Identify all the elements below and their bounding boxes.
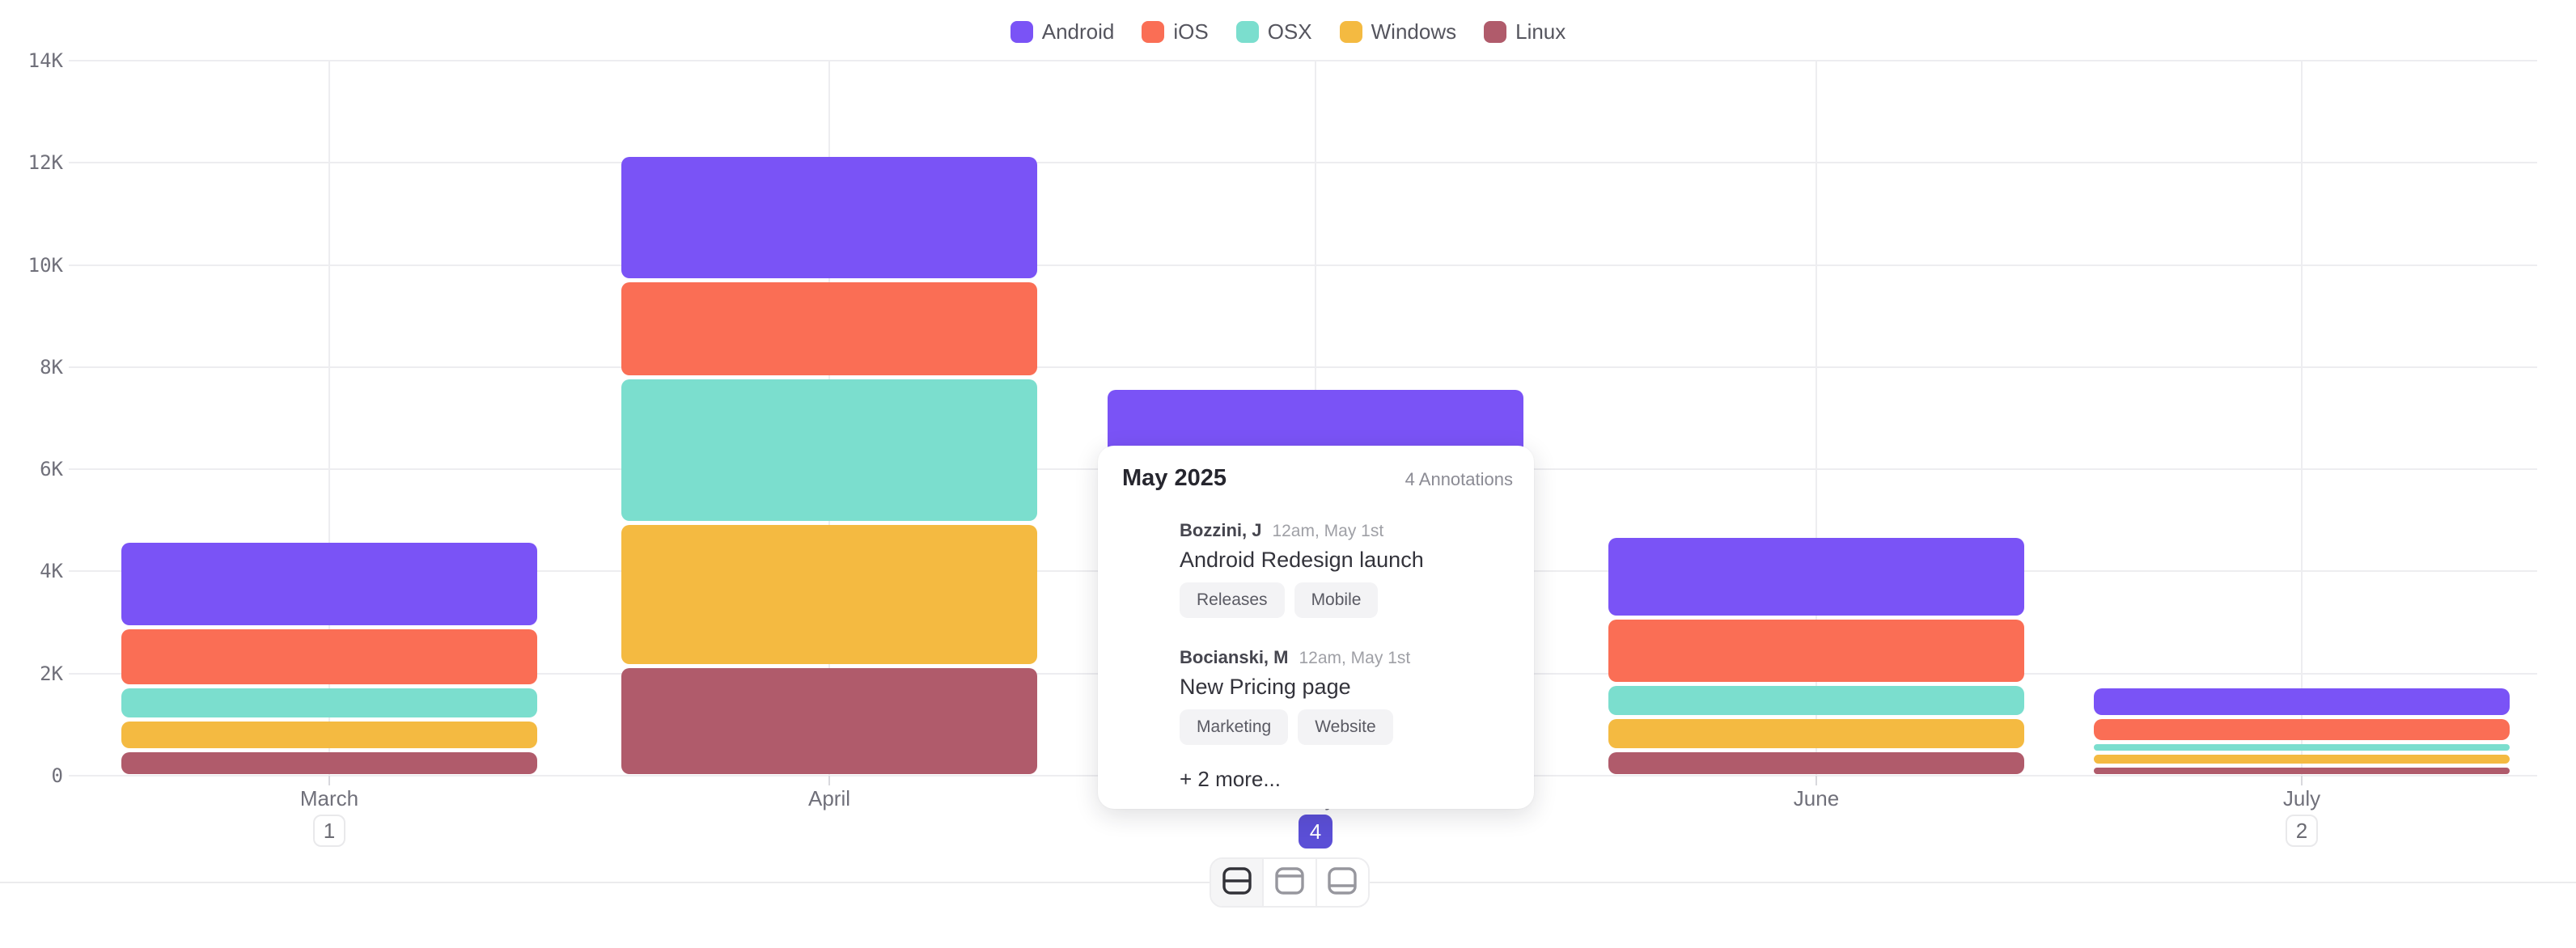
- y-axis-label-12K: 12K: [28, 151, 63, 175]
- show-more-annotations-link[interactable]: + 2 more...: [1180, 767, 1281, 791]
- bar-june-windows[interactable]: [1608, 718, 2024, 748]
- annotation-badge-may[interactable]: 4: [1299, 815, 1332, 849]
- bar-march-windows[interactable]: [121, 722, 537, 748]
- x-axis-label-june: June: [1793, 786, 1840, 810]
- legend-label: Android: [1041, 19, 1115, 44]
- annotation-tags: Releases Mobile: [1180, 582, 1515, 618]
- popup-title: May 2025: [1122, 465, 1227, 491]
- bar-july-osx[interactable]: [2094, 744, 2510, 751]
- legend-swatch-icon: [1339, 20, 1362, 43]
- x-axis-tick-march: [328, 776, 330, 785]
- legend-item-ios[interactable]: iOS: [1142, 19, 1209, 44]
- tag-pill: Marketing: [1180, 709, 1289, 745]
- annotation-timestamp: 12am, May 1st: [1272, 522, 1384, 540]
- tag-pill: Releases: [1180, 582, 1285, 618]
- x-axis-label-july: July: [2282, 786, 2321, 810]
- legend-swatch-icon: [1235, 20, 1259, 43]
- gridline-y-10K: [69, 264, 2537, 266]
- y-axis-label-4K: 4K: [40, 560, 63, 583]
- bar-july-windows[interactable]: [2094, 755, 2510, 764]
- bar-april-android[interactable]: [621, 157, 1037, 278]
- bar-march-android[interactable]: [121, 543, 537, 626]
- layout-switcher: [1210, 857, 1370, 908]
- gridline-x-june: [1815, 61, 1817, 776]
- bar-june-linux[interactable]: [1608, 751, 2024, 774]
- layout-split-middle-button[interactable]: [1211, 859, 1265, 906]
- layout-rows-icon: [1222, 866, 1252, 899]
- layout-panel-bottom-button[interactable]: [1316, 859, 1368, 906]
- x-axis-tick-april: [828, 776, 830, 785]
- bar-july-linux[interactable]: [2094, 767, 2510, 774]
- popup-header: May 2025 4 Annotations: [1122, 465, 1513, 492]
- bar-april-osx[interactable]: [621, 379, 1037, 521]
- annotation-author: Bocianski, M: [1180, 647, 1289, 667]
- x-axis-tick-june: [1815, 776, 1817, 785]
- annotation-message: New Pricing page: [1180, 675, 1351, 699]
- bar-july-android[interactable]: [2094, 688, 2510, 715]
- annotation-entry[interactable]: BJ Bozzini, J 12am, May 1st Android Rede…: [1116, 518, 1515, 618]
- annotation-author: Bozzini, J: [1180, 520, 1262, 540]
- annotation-tags: Marketing Website: [1180, 709, 1515, 745]
- chart-legend: Android iOS OSX Windows Linux: [0, 18, 2576, 45]
- bar-march-ios[interactable]: [121, 629, 537, 684]
- avatar: BJ: [1129, 531, 1154, 553]
- x-axis-label-march: March: [299, 786, 359, 810]
- gridline-y-8K: [69, 366, 2537, 368]
- x-axis-label-april: April: [807, 786, 850, 810]
- bar-june-osx[interactable]: [1608, 685, 2024, 715]
- bar-june-android[interactable]: [1608, 537, 2024, 616]
- gridline-y-14K: [69, 60, 2537, 61]
- y-axis-label-6K: 6K: [40, 458, 63, 481]
- legend-item-android[interactable]: Android: [1010, 19, 1115, 44]
- tag-pill: Mobile: [1294, 582, 1379, 618]
- bar-july-ios[interactable]: [2094, 718, 2510, 741]
- bar-april-ios[interactable]: [621, 282, 1037, 375]
- annotation-badge-july[interactable]: 2: [2286, 815, 2318, 847]
- annotation-message: Android Redesign launch: [1180, 548, 1424, 572]
- annotation-entry[interactable]: BM Bocianski, M 12am, May 1st New Pricin…: [1116, 645, 1515, 745]
- bar-march-linux[interactable]: [121, 751, 537, 774]
- y-axis-label-2K: 2K: [40, 662, 63, 685]
- layout-bottom-panel-icon: [1327, 866, 1358, 899]
- bar-march-osx[interactable]: [121, 688, 537, 718]
- layout-panel-top-button[interactable]: [1264, 859, 1317, 906]
- legend-label: OSX: [1267, 19, 1312, 44]
- legend-swatch-icon: [1010, 20, 1033, 43]
- legend-item-linux[interactable]: Linux: [1484, 19, 1566, 44]
- legend-label: Windows: [1371, 19, 1457, 44]
- legend-item-windows[interactable]: Windows: [1339, 19, 1457, 44]
- bar-june-ios[interactable]: [1608, 619, 2024, 682]
- avatar: BM: [1127, 658, 1156, 680]
- tag-pill: Website: [1298, 709, 1393, 745]
- bar-april-linux[interactable]: [621, 667, 1037, 774]
- y-axis-label-0: 0: [51, 764, 63, 787]
- bar-april-windows[interactable]: [621, 524, 1037, 664]
- layout-top-panel-icon: [1274, 866, 1305, 899]
- legend-swatch-icon: [1142, 20, 1165, 43]
- y-axis-label-10K: 10K: [28, 253, 63, 277]
- legend-swatch-icon: [1484, 20, 1507, 43]
- y-axis-label-8K: 8K: [40, 355, 63, 379]
- annotation-badge-march[interactable]: 1: [313, 815, 345, 847]
- y-axis-label-14K: 14K: [28, 49, 63, 72]
- gridline-x-march: [328, 61, 330, 776]
- gridline-x-july: [2301, 61, 2303, 776]
- legend-item-osx[interactable]: OSX: [1235, 19, 1312, 44]
- legend-label: iOS: [1173, 19, 1209, 44]
- annotation-timestamp: 12am, May 1st: [1299, 649, 1411, 667]
- x-axis-tick-july: [2301, 776, 2303, 785]
- legend-label: Linux: [1515, 19, 1566, 44]
- annotations-popup: May 2025 4 Annotations BJ Bozzini, J 12a…: [1098, 446, 1534, 809]
- popup-annotation-count: 4 Annotations: [1405, 469, 1513, 489]
- gridline-y-12K: [69, 162, 2537, 164]
